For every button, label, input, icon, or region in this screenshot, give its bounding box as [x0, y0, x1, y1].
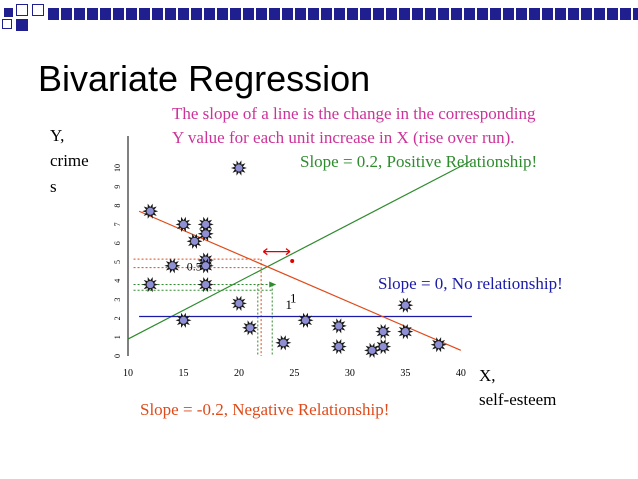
data-point — [230, 295, 247, 311]
data-point — [430, 337, 447, 353]
data-point — [330, 318, 347, 334]
slope-positive-label: Slope = 0.2, Positive Relationship! — [300, 152, 538, 171]
data-point-fill — [335, 322, 343, 330]
x-tick-label: 15 — [178, 368, 188, 379]
data-point-fill — [235, 164, 243, 172]
data-point — [330, 339, 347, 355]
y-tick-label: 0 — [113, 354, 122, 358]
x-tick-label: 30 — [345, 368, 355, 379]
data-point — [242, 320, 258, 336]
data-point-fill — [335, 343, 343, 351]
data-point-fill — [190, 237, 199, 245]
x-tick-label: 35 — [400, 368, 410, 379]
data-point-fill — [202, 262, 210, 270]
data-point-fill — [168, 262, 176, 270]
data-point-fill — [235, 299, 243, 307]
y-axis-label-line-1: Y, — [50, 126, 65, 145]
y-tick-label: 8 — [113, 204, 122, 208]
slope-negative-label: Slope = -0.2, Negative Relationship! — [140, 400, 390, 419]
data-point — [275, 335, 292, 351]
slope-definition-line-1: The slope of a line is the change in the… — [172, 104, 536, 123]
data-point-fill — [401, 327, 409, 336]
run-label: 1 — [286, 297, 293, 312]
rise-label: 0.5 — [187, 259, 202, 273]
y-tick-label: 6 — [113, 241, 122, 245]
data-point — [197, 226, 214, 242]
data-point — [186, 233, 203, 249]
data-point — [397, 324, 414, 340]
data-point — [297, 312, 314, 328]
data-point-fill — [368, 346, 376, 354]
data-point-fill — [379, 343, 387, 351]
y-axis-label-line-3: s — [50, 177, 57, 196]
data-point-fill — [301, 316, 310, 324]
data-point-fill — [202, 220, 210, 228]
slope-zero-label: Slope = 0, No relationship! — [378, 274, 563, 293]
y-tick-label: 1 — [113, 335, 122, 339]
y-tick-label: 2 — [113, 316, 122, 320]
data-point-fill — [246, 324, 254, 332]
slope-definition-line-2: Y value for each unit increase in X (ris… — [172, 128, 515, 147]
intersection-marker — [290, 259, 295, 264]
data-point — [375, 324, 392, 340]
data-point — [164, 258, 181, 274]
slide-title: Bivariate Regression — [38, 58, 371, 99]
data-point — [175, 312, 192, 328]
data-point-fill — [146, 280, 154, 289]
run-arrowhead-right — [285, 248, 291, 256]
y-axis-label-line-2: crime — [50, 151, 89, 170]
data-point — [197, 216, 214, 232]
x-axis-label-line-2: self-esteem — [479, 390, 557, 409]
data-point — [397, 297, 414, 313]
data-point-fill — [279, 339, 287, 347]
data-point-fill — [202, 280, 210, 289]
data-point-fill — [379, 327, 387, 336]
rise-run-marks: 0.5 11 — [187, 248, 297, 312]
run-arrowhead-left — [262, 248, 268, 256]
y-tick-label: 3 — [113, 298, 122, 302]
rise-arrow-green — [269, 281, 277, 288]
x-tick-label: 20 — [234, 368, 244, 379]
data-point-fill — [401, 301, 409, 309]
run-label-secondary: 1 — [290, 290, 297, 305]
data-point-fill — [435, 341, 443, 349]
data-point-fill — [202, 230, 210, 238]
x-tick-label: 40 — [456, 368, 466, 379]
data-point-fill — [179, 220, 188, 228]
x-axis-label-line-1: X, — [479, 366, 496, 385]
y-tick-label: 5 — [113, 260, 122, 264]
data-point — [175, 216, 192, 232]
slope-guides — [133, 258, 273, 356]
data-point — [230, 160, 247, 176]
data-point — [142, 277, 159, 293]
data-point-fill — [146, 207, 154, 215]
data-point — [142, 203, 159, 219]
y-tick-label: 4 — [113, 279, 122, 283]
axis-ticks: 0 1 2 3 4 5 6 7 8 9 10 10 15 20 25 30 35 40 — [113, 164, 466, 379]
data-point — [197, 258, 214, 274]
topbar-decoration — [0, 0, 638, 40]
data-point-fill — [179, 316, 188, 324]
data-points — [142, 160, 447, 358]
regression-line-positive — [127, 159, 473, 340]
data-point — [197, 277, 214, 293]
data-point — [375, 339, 392, 355]
y-tick-label: 9 — [113, 185, 122, 189]
y-tick-label: 7 — [113, 222, 122, 226]
y-tick-label: 10 — [113, 164, 122, 172]
x-tick-label: 10 — [123, 368, 133, 379]
x-tick-label: 25 — [289, 368, 299, 379]
